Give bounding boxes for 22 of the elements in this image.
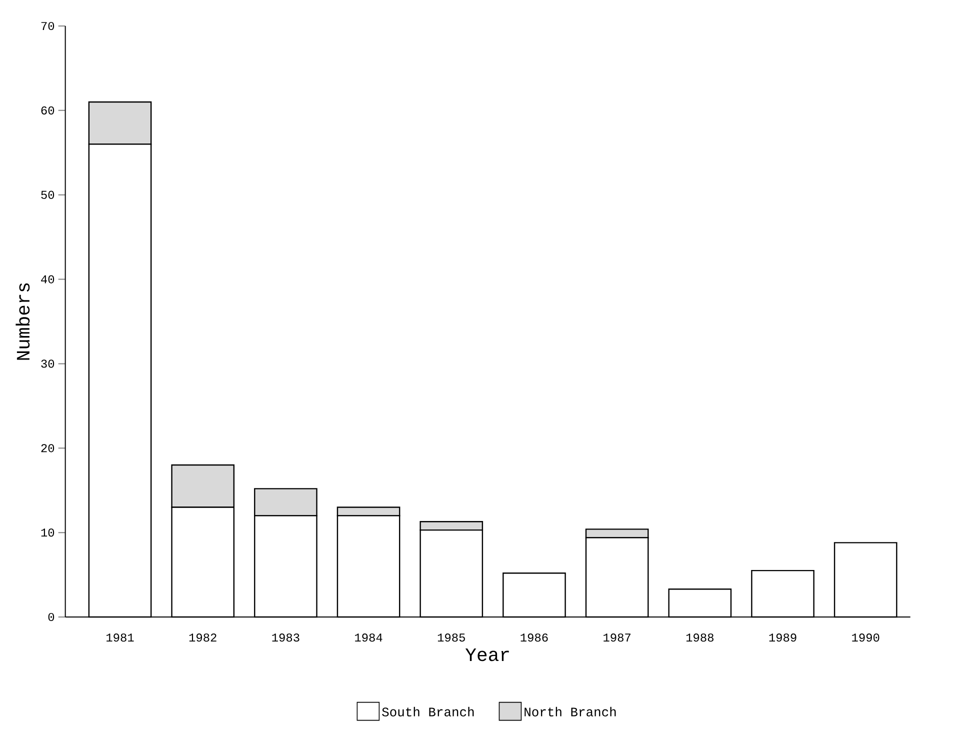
y-tick-label: 0 <box>48 612 54 622</box>
legend-label: South Branch <box>382 706 474 716</box>
y-tick-label: 30 <box>41 360 54 368</box>
y-axis-title: Numbers <box>16 283 30 360</box>
y-tick-label: 60 <box>41 106 54 114</box>
x-tick-label: 1990 <box>852 634 880 642</box>
x-tick-label: 1982 <box>189 634 216 642</box>
y-tick-label: 10 <box>41 528 54 537</box>
x-tick-label: 1981 <box>106 634 134 642</box>
y-tick-label: 40 <box>41 275 54 284</box>
y-tick-label: 20 <box>41 444 54 452</box>
x-tick-label: 1987 <box>604 634 630 642</box>
x-tick-label: 1983 <box>272 634 300 642</box>
y-tick-label: 70 <box>41 22 54 30</box>
x-tick-label: 1988 <box>686 634 714 642</box>
legend-label: North Branch <box>524 706 616 716</box>
x-tick-label: 1984 <box>355 634 382 642</box>
x-tick-label: 1989 <box>769 634 796 642</box>
x-tick-label: 1986 <box>520 634 548 642</box>
x-axis-title: Year <box>465 648 509 662</box>
y-tick-label: 50 <box>41 190 54 199</box>
x-tick-label: 1985 <box>438 634 465 642</box>
